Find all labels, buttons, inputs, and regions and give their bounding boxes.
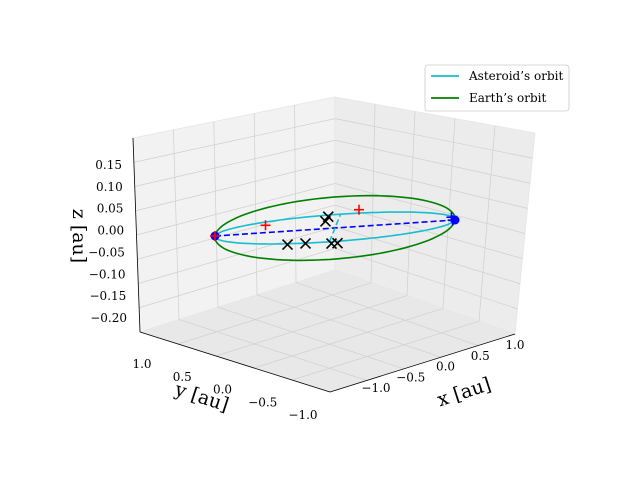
grid-line xyxy=(136,183,336,236)
legend-label-earth: Earth’s orbit xyxy=(469,91,546,105)
grid-line xyxy=(138,226,336,284)
z-tick-label: −0.15 xyxy=(90,289,127,303)
grid-line xyxy=(334,139,531,184)
y-tick-label: 0.0 xyxy=(213,383,232,397)
grid-line xyxy=(133,118,336,163)
plus-marker-2 xyxy=(446,212,457,223)
grid-line xyxy=(253,308,444,369)
axis-lines xyxy=(132,137,516,393)
x-axis-label: x [au] xyxy=(435,373,494,411)
x-tick-label: 0.0 xyxy=(436,360,455,374)
grid-line xyxy=(217,306,405,370)
grid-line xyxy=(135,161,336,212)
legend: Asteroid’s orbit Earth’s orbit xyxy=(424,64,570,112)
grid-line xyxy=(134,139,336,187)
grid-line xyxy=(137,204,336,260)
x-marker-b xyxy=(281,239,294,251)
x-marker-0 xyxy=(281,239,294,251)
tick-labels: −1.0 −0.5 0.0 0.5 1.0 1.0 0.5 0.0 −0.5 −1.0 0.15 0.… xyxy=(88,158,524,422)
z-tick-label: 0.00 xyxy=(97,224,124,238)
grid-line xyxy=(177,282,372,345)
z-tick-label: −0.20 xyxy=(90,311,127,325)
grid-line xyxy=(291,320,480,381)
plus-marker-4 xyxy=(354,204,364,215)
x-marker-1 xyxy=(299,237,312,249)
grid-line xyxy=(295,282,479,346)
x-marker-3 xyxy=(331,237,344,249)
z-tick-label: −0.05 xyxy=(88,245,125,259)
dashed-line-1 xyxy=(328,213,342,243)
x-tick-label: 0.5 xyxy=(471,349,490,363)
grid-lines xyxy=(133,104,533,381)
x-marker-5 xyxy=(322,211,334,223)
z-tick-label: 0.05 xyxy=(97,202,124,216)
grid-line xyxy=(334,226,521,285)
legend-box xyxy=(424,64,570,112)
grid-line xyxy=(334,204,523,259)
y-tick-label: −1.0 xyxy=(288,408,317,422)
grid-line xyxy=(334,183,526,234)
x-tick-label: 1.0 xyxy=(505,338,524,352)
x-tick-label: −0.5 xyxy=(396,370,425,384)
grid-line xyxy=(215,295,408,357)
y-tick-label: 0.5 xyxy=(173,370,192,384)
x-tick-label: −1.0 xyxy=(361,381,390,395)
grid-line xyxy=(178,319,368,381)
grid-line xyxy=(334,161,528,209)
plus-marker-3 xyxy=(260,220,271,231)
legend-label-asteroid: Asteroid’s orbit xyxy=(468,69,563,83)
z-tick-label: 0.15 xyxy=(95,158,122,172)
x-marker-b xyxy=(299,237,312,249)
z-tick-label: 0.10 xyxy=(96,180,123,194)
plus-marker-0 xyxy=(210,231,220,241)
grid-line xyxy=(334,118,533,159)
y-tick-label: 1.0 xyxy=(132,357,151,371)
grid-line xyxy=(139,248,336,309)
y-tick-label: −0.5 xyxy=(248,395,277,409)
grid-line xyxy=(256,294,442,358)
data-layer xyxy=(210,194,460,262)
z-tick-label: −0.10 xyxy=(89,267,126,281)
x-marker-b xyxy=(322,211,334,223)
grid-line xyxy=(334,248,518,310)
z-axis-label: z [au] xyxy=(68,209,90,263)
x-marker-b xyxy=(331,237,344,249)
